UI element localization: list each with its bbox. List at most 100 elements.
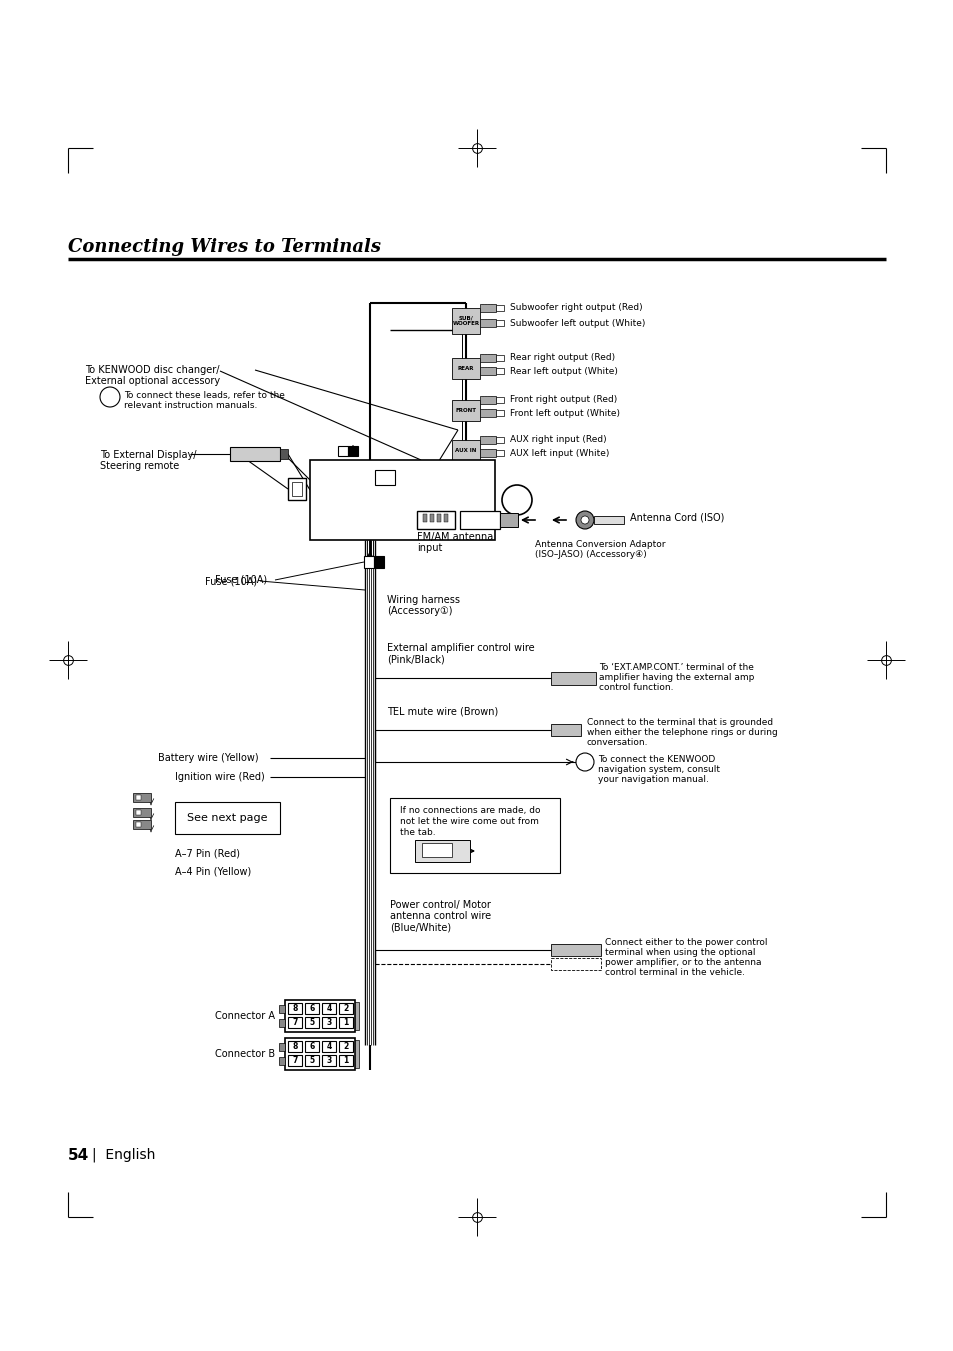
- Bar: [496, 450, 503, 457]
- Bar: [452, 400, 479, 422]
- Bar: [430, 513, 434, 521]
- Bar: [280, 449, 288, 459]
- Bar: [353, 1002, 358, 1029]
- Text: input: input: [416, 543, 442, 553]
- Text: EXT.CONT: EXT.CONT: [556, 676, 589, 681]
- Text: Rear left output (White): Rear left output (White): [510, 366, 618, 376]
- Text: 8: 8: [292, 1004, 297, 1013]
- Bar: [288, 1042, 302, 1052]
- Text: Subwoofer left output (White): Subwoofer left output (White): [510, 319, 644, 327]
- Bar: [136, 821, 141, 827]
- Text: Ignition wire (Red): Ignition wire (Red): [174, 771, 265, 782]
- Bar: [551, 944, 600, 957]
- Bar: [452, 440, 479, 461]
- Bar: [322, 1017, 335, 1028]
- Circle shape: [576, 753, 594, 771]
- Bar: [551, 724, 580, 736]
- Text: 6: 6: [309, 1004, 314, 1013]
- Bar: [288, 1002, 302, 1015]
- Text: SUB/
WOOFER: SUB/ WOOFER: [452, 316, 479, 327]
- Text: Subwoofer right output (Red): Subwoofer right output (Red): [510, 304, 642, 312]
- Text: Connecting Wires to Terminals: Connecting Wires to Terminals: [68, 238, 380, 255]
- Text: To ‘EXT.AMP.CONT.’ terminal of the: To ‘EXT.AMP.CONT.’ terminal of the: [598, 663, 753, 671]
- Bar: [496, 367, 503, 374]
- Text: P.CONT: P.CONT: [563, 947, 588, 952]
- Circle shape: [100, 386, 120, 407]
- Bar: [305, 1002, 318, 1015]
- Bar: [496, 305, 503, 311]
- Bar: [496, 355, 503, 361]
- Text: (ISO–JASO) (Accessory④): (ISO–JASO) (Accessory④): [535, 550, 646, 559]
- Text: 2: 2: [343, 1004, 348, 1013]
- Bar: [415, 840, 470, 862]
- Bar: [285, 1000, 355, 1032]
- Bar: [278, 1043, 285, 1051]
- Text: 54: 54: [68, 1148, 90, 1163]
- Text: the tab.: the tab.: [399, 828, 436, 838]
- Text: amplifier having the external amp: amplifier having the external amp: [598, 673, 754, 682]
- Bar: [479, 354, 496, 362]
- Text: conversation.: conversation.: [586, 738, 648, 747]
- Text: when either the telephone rings or during: when either the telephone rings or durin…: [586, 728, 777, 738]
- Bar: [132, 820, 151, 830]
- Bar: [479, 436, 496, 444]
- Text: To External Display/: To External Display/: [100, 450, 196, 459]
- Text: navigation system, consult: navigation system, consult: [598, 765, 720, 774]
- Bar: [278, 1056, 285, 1065]
- Text: MUTE: MUTE: [556, 727, 576, 732]
- Text: Connect to the terminal that is grounded: Connect to the terminal that is grounded: [586, 717, 772, 727]
- Text: control terminal in the vehicle.: control terminal in the vehicle.: [604, 969, 744, 977]
- Bar: [288, 478, 306, 500]
- Text: If no connections are made, do: If no connections are made, do: [399, 807, 540, 815]
- Bar: [421, 843, 452, 857]
- Text: To connect the KENWOOD: To connect the KENWOOD: [598, 755, 715, 765]
- Bar: [278, 1005, 285, 1013]
- Text: relevant instruction manuals.: relevant instruction manuals.: [124, 401, 257, 409]
- Bar: [338, 1017, 353, 1028]
- Text: AUX left input (White): AUX left input (White): [510, 449, 609, 458]
- Bar: [292, 482, 302, 496]
- Bar: [479, 396, 496, 404]
- Text: AUX IN: AUX IN: [455, 449, 476, 453]
- Bar: [278, 1019, 285, 1027]
- Bar: [479, 367, 496, 376]
- Bar: [594, 516, 623, 524]
- Text: External optional accessory: External optional accessory: [85, 376, 220, 386]
- Text: 7: 7: [292, 1019, 297, 1027]
- Bar: [479, 304, 496, 312]
- Text: Fuse (10A): Fuse (10A): [214, 576, 267, 585]
- Text: Front left output (White): Front left output (White): [510, 408, 619, 417]
- Bar: [479, 319, 496, 327]
- Text: A–7 Pin (Red): A–7 Pin (Red): [174, 848, 240, 858]
- Bar: [374, 557, 384, 567]
- Text: Rear right output (Red): Rear right output (Red): [510, 354, 615, 362]
- Text: 1: 1: [343, 1056, 348, 1065]
- Bar: [337, 446, 348, 457]
- Text: control function.: control function.: [598, 684, 673, 692]
- Text: Power control/ Motor: Power control/ Motor: [390, 900, 491, 911]
- Bar: [452, 308, 479, 334]
- Text: 7: 7: [292, 1056, 297, 1065]
- Bar: [364, 557, 374, 567]
- Text: Front right output (Red): Front right output (Red): [510, 396, 617, 404]
- Bar: [479, 449, 496, 457]
- Text: Connector B: Connector B: [214, 1048, 274, 1059]
- Bar: [353, 1040, 358, 1069]
- Text: antenna control wire: antenna control wire: [390, 911, 491, 921]
- Text: A–4 Pin (Yellow): A–4 Pin (Yellow): [174, 866, 251, 875]
- Text: FM/AM antenna: FM/AM antenna: [416, 532, 493, 542]
- Text: 4: 4: [326, 1004, 332, 1013]
- Bar: [348, 446, 357, 457]
- Bar: [230, 447, 280, 461]
- Bar: [551, 958, 600, 970]
- Text: terminal when using the optional: terminal when using the optional: [604, 948, 755, 957]
- Bar: [496, 397, 503, 403]
- Bar: [390, 798, 559, 873]
- Bar: [288, 1017, 302, 1028]
- Text: Connect either to the power control: Connect either to the power control: [604, 938, 767, 947]
- Text: External amplifier control wire: External amplifier control wire: [387, 643, 534, 653]
- Text: AUX right input (Red): AUX right input (Red): [510, 435, 606, 444]
- Text: (Blue/White): (Blue/White): [390, 921, 451, 932]
- Bar: [136, 811, 141, 815]
- Bar: [305, 1055, 318, 1066]
